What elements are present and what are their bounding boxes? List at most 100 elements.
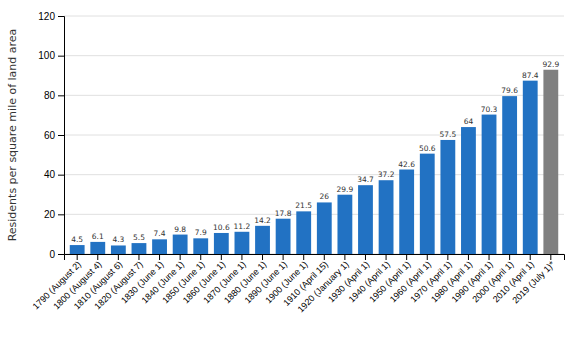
tick-mark (344, 254, 345, 260)
bar (523, 81, 538, 254)
grid (64, 16, 564, 254)
data-label: 70.3 (481, 105, 498, 114)
data-label: 64 (464, 117, 474, 126)
tick-mark (58, 56, 64, 57)
tick-mark (58, 175, 64, 176)
y-tick: 80 (44, 90, 64, 101)
data-label: 34.7 (357, 175, 374, 184)
data-label: 9.8 (174, 225, 186, 234)
data-label: 7.9 (195, 228, 207, 237)
data-label: 11.2 (234, 222, 251, 231)
y-tick: 40 (44, 169, 64, 180)
tick-mark (200, 254, 201, 260)
bar (543, 70, 558, 254)
tick-mark (489, 254, 490, 260)
data-label: 4.5 (71, 235, 83, 244)
tick-mark (97, 254, 98, 260)
tick-label: 60 (44, 130, 56, 141)
bar (276, 219, 291, 254)
bar (317, 202, 332, 254)
tick-mark (58, 254, 64, 255)
data-label: 14.2 (254, 216, 271, 225)
tick-mark (241, 254, 242, 260)
x-tick: 2019 (July 1)* (510, 254, 557, 305)
data-label: 29.9 (337, 185, 354, 194)
bar (420, 154, 435, 254)
data-label: 87.4 (522, 71, 539, 80)
bar (214, 233, 229, 254)
data-labels: 4.56.14.35.57.49.87.910.611.214.217.821.… (71, 60, 559, 245)
y-axis: 0 20 40 60 80 100 120 (38, 11, 64, 260)
tick-mark (159, 254, 160, 260)
y-tick: 0 (49, 249, 64, 260)
data-label: 17.8 (275, 209, 292, 218)
tick-mark (262, 254, 263, 260)
bar (337, 195, 352, 254)
tick-mark (468, 254, 469, 260)
tick-mark (58, 135, 64, 136)
y-tick: 100 (38, 50, 64, 61)
data-label: 5.5 (133, 233, 145, 242)
data-label: 50.6 (419, 144, 436, 153)
bar (111, 245, 126, 254)
tick-mark (283, 254, 284, 260)
data-label: 79.6 (501, 86, 518, 95)
tick-label: 40 (44, 169, 56, 180)
bar (502, 96, 517, 254)
tick-label: 80 (44, 90, 56, 101)
data-label: 7.4 (154, 229, 166, 238)
tick-mark (221, 254, 222, 260)
y-tick: 60 (44, 130, 64, 141)
tick-mark (58, 95, 64, 96)
tick-mark (530, 254, 531, 260)
bar (193, 238, 208, 254)
tick-mark (118, 254, 119, 260)
data-label: 26 (320, 192, 330, 201)
y-tick: 20 (44, 209, 64, 220)
tick-mark (406, 254, 407, 260)
axis-line (65, 255, 565, 261)
data-label: 92.9 (542, 60, 559, 69)
x-axis: 1790 (August 2)1800 (August 4)1810 (Augu… (31, 254, 565, 314)
tick-mark (324, 254, 325, 260)
bar (255, 226, 270, 254)
tick-mark (77, 254, 78, 260)
grid-line (64, 55, 564, 56)
tick-label: 2019 (July 1)* (510, 259, 557, 306)
tick-mark (365, 254, 366, 260)
bar (482, 115, 497, 254)
data-label: 21.5 (295, 201, 312, 210)
tick-mark (58, 214, 64, 215)
bar (132, 243, 147, 254)
tick-mark (303, 254, 304, 260)
bar (440, 140, 455, 254)
tick-mark (550, 254, 551, 260)
bar (399, 170, 414, 254)
y-axis-title: Residents per square mile of land area (6, 29, 19, 242)
tick-mark (386, 254, 387, 260)
bar (152, 239, 167, 254)
bar (235, 232, 250, 254)
tick-mark (180, 254, 181, 260)
y-tick: 120 (38, 11, 64, 22)
bar (358, 185, 373, 254)
data-label: 57.5 (440, 130, 457, 139)
bar (90, 242, 105, 254)
bar (379, 180, 394, 254)
chart: 0 20 40 60 80 100 120 1790 (August 2)1800 (Augu… (0, 0, 576, 340)
tick-label: 0 (49, 249, 55, 260)
bar (296, 211, 311, 254)
tick-mark (138, 254, 139, 260)
axis-line (58, 17, 65, 255)
data-label: 6.1 (92, 232, 104, 241)
tick-mark (58, 16, 64, 17)
bar (461, 127, 476, 254)
grid-line (64, 16, 564, 17)
data-label: 37.2 (378, 170, 395, 179)
grid-line (64, 95, 564, 96)
tick-label: 100 (38, 50, 55, 61)
tick-label: 120 (38, 11, 55, 22)
tick-mark (447, 254, 448, 260)
bars (70, 70, 558, 254)
tick-mark (509, 254, 510, 260)
